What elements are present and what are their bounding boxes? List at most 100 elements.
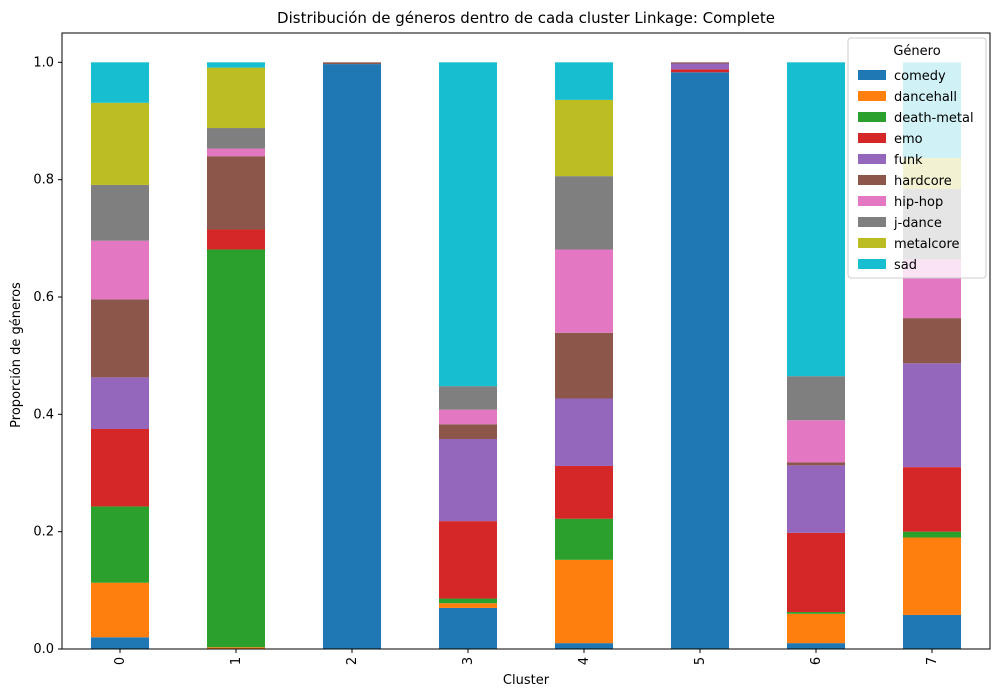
legend-label-j-dance: j-dance xyxy=(893,216,942,231)
bar-segment-j-dance-cluster-1 xyxy=(207,128,265,149)
legend-swatch-j-dance xyxy=(858,217,886,227)
bar-segment-emo-cluster-1 xyxy=(207,229,265,250)
bar-segment-metalcore-cluster-0 xyxy=(91,102,149,185)
bar-segment-hardcore-cluster-1 xyxy=(207,156,265,230)
bar-segment-hardcore-cluster-3 xyxy=(439,424,497,439)
axes-group: 0.0 0.2 0.4 0.6 0.8 1.0 0 1 2 3 4 5 6 7 xyxy=(33,32,991,665)
legend-label-hip-hop: hip-hop xyxy=(894,195,943,210)
x-tick-label: 1 xyxy=(229,657,244,665)
bar-segment-hip-hop-cluster-1 xyxy=(207,148,265,157)
bar-segment-death-metal-cluster-1 xyxy=(207,249,265,648)
bar-segment-hardcore-cluster-0 xyxy=(91,299,149,378)
x-tick-label: 6 xyxy=(809,657,824,665)
bar-segment-dancehall-cluster-0 xyxy=(91,582,149,638)
bar-segment-sad-cluster-3 xyxy=(439,62,497,387)
bar-segment-hardcore-cluster-5 xyxy=(671,62,729,64)
x-tick-label: 0 xyxy=(113,657,128,665)
legend-title: Género xyxy=(893,44,940,59)
y-tick-label: 0.8 xyxy=(33,173,54,188)
bar-segment-emo-cluster-0 xyxy=(91,429,149,507)
bar-segment-sad-cluster-0 xyxy=(91,62,149,103)
bar-segment-hip-hop-cluster-4 xyxy=(555,249,613,333)
legend-swatch-metalcore xyxy=(858,238,886,248)
legend-swatch-comedy xyxy=(858,70,886,80)
bar-segment-hardcore-cluster-4 xyxy=(555,332,613,399)
plot-frame xyxy=(61,32,991,650)
bars-group xyxy=(91,62,961,650)
legend-label-metalcore: metalcore xyxy=(894,237,960,252)
bar-segment-metalcore-cluster-1 xyxy=(207,67,265,129)
bar-segment-sad-cluster-1 xyxy=(207,62,265,68)
bar-segment-comedy-cluster-4 xyxy=(555,643,613,649)
legend-swatch-funk xyxy=(858,154,886,164)
bar-segment-dancehall-cluster-6 xyxy=(787,613,845,644)
x-tick-label: 3 xyxy=(461,657,476,665)
legend-swatch-hip-hop xyxy=(858,196,886,206)
bar-segment-j-dance-cluster-3 xyxy=(439,386,497,410)
bar-segment-emo-cluster-5 xyxy=(671,69,729,73)
bar-segment-emo-cluster-4 xyxy=(555,465,613,519)
x-tick-label: 7 xyxy=(925,657,940,665)
y-tick-label: 0.2 xyxy=(33,525,54,540)
bar-segment-j-dance-cluster-4 xyxy=(555,176,613,250)
bar-segment-hip-hop-cluster-3 xyxy=(439,409,497,425)
bar-segment-funk-cluster-7 xyxy=(903,363,961,468)
bar-segment-dancehall-cluster-4 xyxy=(555,559,613,644)
bar-segment-hip-hop-cluster-6 xyxy=(787,420,845,463)
bar-segment-comedy-cluster-2 xyxy=(323,64,381,650)
bar-segment-comedy-cluster-0 xyxy=(91,637,149,649)
bar-segment-metalcore-cluster-4 xyxy=(555,99,613,177)
y-tick-label: 1.0 xyxy=(33,55,54,70)
x-tick-label: 2 xyxy=(345,657,360,665)
legend-swatch-dancehall xyxy=(858,91,886,101)
y-tick-label: 0.4 xyxy=(33,407,54,422)
legend-swatch-hardcore xyxy=(858,175,886,185)
bar-segment-comedy-cluster-5 xyxy=(671,72,729,649)
bar-segment-comedy-cluster-6 xyxy=(787,643,845,649)
legend-swatch-emo xyxy=(858,133,886,143)
legend-label-emo: emo xyxy=(894,132,923,147)
legend: Género comedy dancehall death-metal emo funk h… xyxy=(847,37,987,279)
bar-segment-death-metal-cluster-7 xyxy=(903,531,961,538)
y-tick-label: 0.6 xyxy=(33,290,54,305)
bar-segment-death-metal-cluster-4 xyxy=(555,518,613,560)
bar-segment-hardcore-cluster-6 xyxy=(787,462,845,466)
bar-segment-j-dance-cluster-0 xyxy=(91,184,149,241)
bar-segment-j-dance-cluster-6 xyxy=(787,376,845,421)
legend-label-death-metal: death-metal xyxy=(894,111,974,126)
bar-segment-comedy-cluster-7 xyxy=(903,614,961,649)
x-axis-label: Cluster xyxy=(503,673,550,688)
y-axis-label: Proporción de géneros xyxy=(9,282,24,428)
bar-segment-death-metal-cluster-0 xyxy=(91,506,149,583)
legend-label-funk: funk xyxy=(894,153,923,168)
bar-segment-funk-cluster-0 xyxy=(91,377,149,429)
bar-segment-death-metal-cluster-3 xyxy=(439,598,497,604)
bar-segment-dancehall-cluster-7 xyxy=(903,537,961,615)
bar-segment-hardcore-cluster-2 xyxy=(323,62,381,65)
legend-label-dancehall: dancehall xyxy=(894,90,957,105)
bar-segment-funk-cluster-4 xyxy=(555,398,613,466)
bar-segment-emo-cluster-3 xyxy=(439,521,497,599)
bar-segment-funk-cluster-3 xyxy=(439,438,497,522)
bar-segment-funk-cluster-5 xyxy=(671,63,729,70)
legend-label-comedy: comedy xyxy=(894,69,946,84)
legend-label-hardcore: hardcore xyxy=(894,174,952,189)
bar-segment-funk-cluster-6 xyxy=(787,465,845,533)
legend-label-sad: sad xyxy=(894,258,917,273)
bar-segment-sad-cluster-6 xyxy=(787,62,845,377)
bar-segment-sad-cluster-4 xyxy=(555,62,613,100)
bar-segment-death-metal-cluster-6 xyxy=(787,612,845,614)
bar-segment-comedy-cluster-3 xyxy=(439,607,497,649)
bar-segment-dancehall-cluster-1 xyxy=(207,647,265,649)
bar-segment-hip-hop-cluster-0 xyxy=(91,240,149,300)
x-tick-label: 5 xyxy=(693,657,708,665)
y-tick-label: 0.0 xyxy=(33,642,54,657)
bar-segment-dancehall-cluster-3 xyxy=(439,603,497,608)
bar-segment-emo-cluster-6 xyxy=(787,532,845,613)
legend-swatch-sad xyxy=(858,259,886,269)
chart-title: Distribución de géneros dentro de cada c… xyxy=(277,9,775,27)
bar-segment-emo-cluster-7 xyxy=(903,467,961,532)
bar-segment-hardcore-cluster-7 xyxy=(903,318,961,364)
